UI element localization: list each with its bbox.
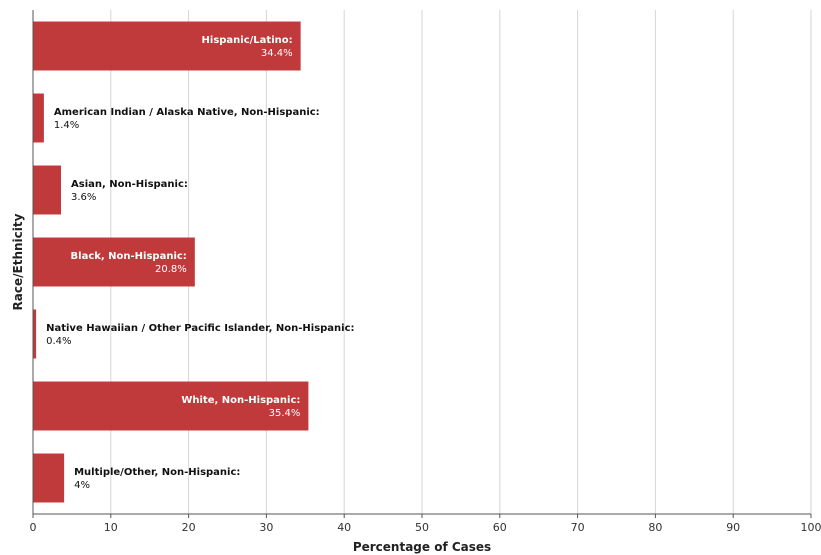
x-tick-label: 70	[571, 521, 585, 534]
bar-value-label: 34.4%	[261, 48, 293, 59]
bar-labels: Hispanic/Latino: 34.4% American Indian / A…	[46, 35, 354, 491]
bar-category-label: American Indian / Alaska Native, Non-His…	[54, 107, 320, 118]
bar	[33, 93, 44, 143]
bar-category-label: Multiple/Other, Non-Hispanic:	[74, 467, 240, 478]
bar-category-label: White, Non-Hispanic:	[181, 395, 300, 406]
x-tick-label: 30	[259, 521, 273, 534]
x-axis-title: Percentage of Cases	[353, 540, 491, 554]
x-axis-ticks: 0 10 20 30 40 50 60 70 80 90 100	[30, 514, 821, 534]
bar-value-label: 20.8%	[155, 264, 187, 275]
grid-lines	[110, 10, 812, 514]
bars	[33, 21, 309, 503]
x-tick-label: 20	[182, 521, 196, 534]
bar-category-label: Native Hawaiian / Other Pacific Islander…	[46, 323, 354, 334]
y-axis-title: Race/Ethnicity	[11, 213, 25, 310]
bar-value-label: 1.4%	[54, 120, 79, 131]
bar-category-label: Hispanic/Latino:	[202, 35, 293, 46]
bar	[33, 381, 309, 431]
x-tick-label: 80	[648, 521, 662, 534]
x-tick-label: 100	[801, 521, 821, 534]
bar	[33, 453, 65, 503]
x-tick-label: 90	[726, 521, 740, 534]
x-tick-label: 60	[493, 521, 507, 534]
bar-value-label: 35.4%	[269, 408, 301, 419]
x-tick-label: 10	[104, 521, 118, 534]
bar	[33, 237, 195, 287]
bar	[33, 309, 37, 359]
bar-category-label: Asian, Non-Hispanic:	[71, 179, 188, 190]
bar-value-label: 0.4%	[46, 336, 71, 347]
bar-value-label: 3.6%	[71, 192, 96, 203]
bar	[33, 165, 62, 215]
bar	[33, 21, 301, 71]
x-tick-label: 0	[30, 521, 37, 534]
bar-category-label: Black, Non-Hispanic:	[71, 251, 187, 262]
x-tick-label: 40	[337, 521, 351, 534]
x-tick-label: 50	[415, 521, 429, 534]
bar-value-label: 4%	[74, 480, 90, 491]
